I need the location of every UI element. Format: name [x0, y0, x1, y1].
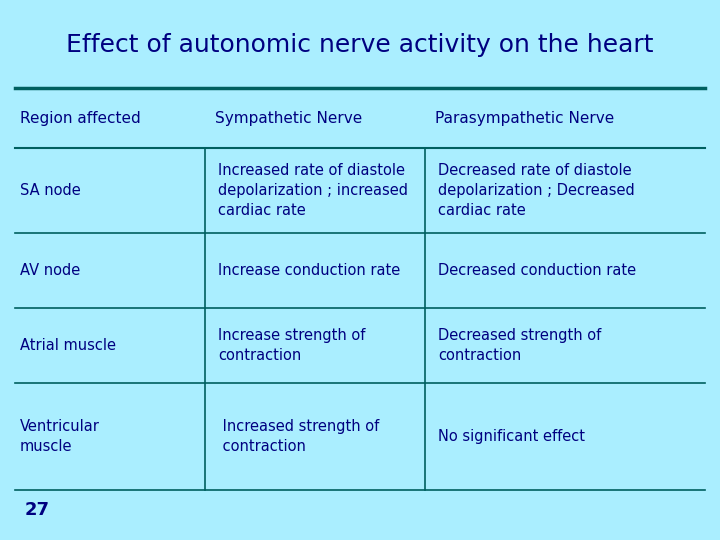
- Text: 27: 27: [25, 501, 50, 519]
- Text: Ventricular
muscle: Ventricular muscle: [20, 419, 100, 454]
- Text: Increased strength of
 contraction: Increased strength of contraction: [218, 419, 379, 454]
- Text: Parasympathetic Nerve: Parasympathetic Nerve: [435, 111, 614, 125]
- Text: No significant effect: No significant effect: [438, 429, 585, 444]
- Text: AV node: AV node: [20, 263, 80, 278]
- Text: Decreased rate of diastole
depolarization ; Decreased
cardiac rate: Decreased rate of diastole depolarizatio…: [438, 163, 635, 218]
- Text: Region affected: Region affected: [20, 111, 140, 125]
- Text: Increase conduction rate: Increase conduction rate: [218, 263, 400, 278]
- Text: Effect of autonomic nerve activity on the heart: Effect of autonomic nerve activity on th…: [66, 33, 654, 57]
- Text: Increased rate of diastole
depolarization ; increased
cardiac rate: Increased rate of diastole depolarizatio…: [218, 163, 408, 218]
- Text: Decreased strength of
contraction: Decreased strength of contraction: [438, 328, 601, 363]
- Text: Decreased conduction rate: Decreased conduction rate: [438, 263, 636, 278]
- Text: Atrial muscle: Atrial muscle: [20, 338, 116, 353]
- Text: Increase strength of
contraction: Increase strength of contraction: [218, 328, 365, 363]
- Text: SA node: SA node: [20, 183, 81, 198]
- Text: Sympathetic Nerve: Sympathetic Nerve: [215, 111, 362, 125]
